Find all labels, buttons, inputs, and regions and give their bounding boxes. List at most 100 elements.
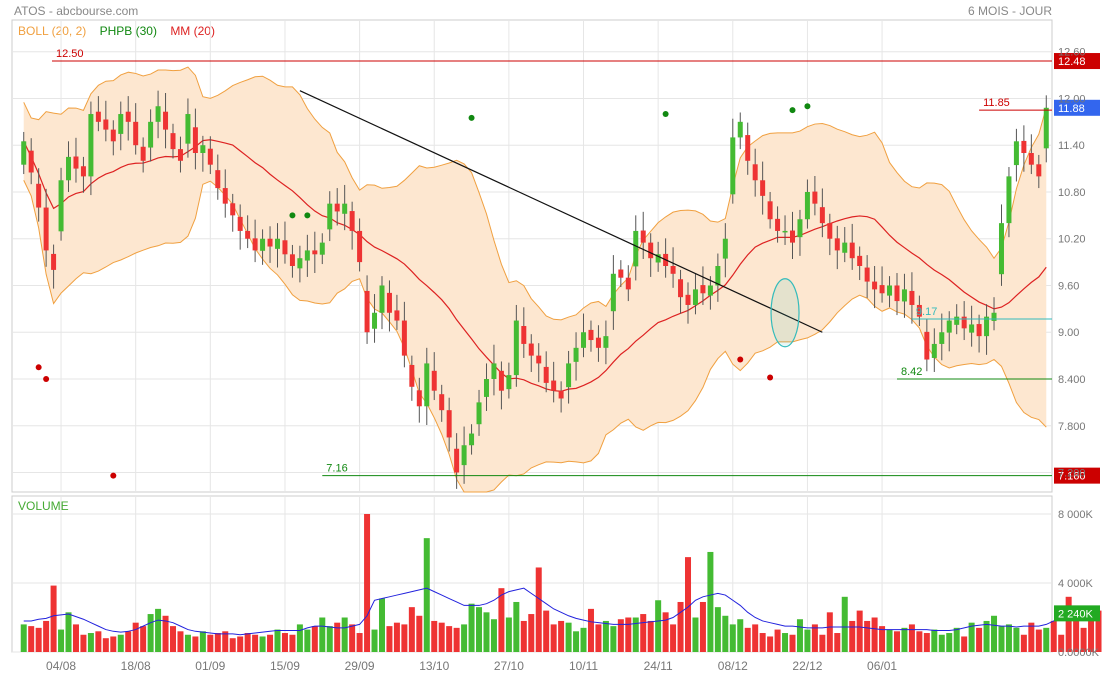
candle[interactable] [461,426,467,484]
candle[interactable] [916,295,922,327]
volume-bar[interactable] [259,636,266,652]
candle[interactable] [767,191,773,229]
volume-bar[interactable] [140,626,147,652]
volume-bar[interactable] [871,617,878,653]
legend-mm[interactable]: MM (20) [170,24,215,38]
candle[interactable] [439,384,445,422]
volume-bar[interactable] [662,612,669,652]
candle[interactable] [192,108,198,170]
candle[interactable] [1036,154,1042,189]
volume-bar[interactable] [35,627,42,652]
volume-bar[interactable] [349,624,356,652]
volume-bar[interactable] [856,610,863,652]
volume-bar[interactable] [296,624,303,652]
volume-bar[interactable] [401,624,408,652]
volume-bar[interactable] [43,620,50,652]
volume-bar[interactable] [580,627,587,652]
volume-bar[interactable] [796,619,803,652]
candle[interactable] [177,136,183,173]
candle[interactable] [73,137,79,183]
candle[interactable] [1021,125,1027,172]
candle[interactable] [200,135,206,172]
candle[interactable] [842,227,848,263]
volume-bar[interactable] [729,624,736,652]
candle[interactable] [707,276,713,310]
candle[interactable] [312,231,318,274]
candle[interactable] [88,101,94,196]
candle[interactable] [864,255,870,298]
candle[interactable] [969,305,975,347]
volume-bar[interactable] [222,631,229,652]
volume-bar[interactable] [558,620,565,652]
volume-bar[interactable] [468,603,475,652]
candle[interactable] [334,188,340,226]
volume-bar[interactable] [289,634,296,652]
volume-bar[interactable] [386,626,393,652]
candle[interactable] [633,215,639,281]
volume-bar[interactable] [125,631,132,652]
volume-bar[interactable] [192,636,199,652]
candle[interactable] [976,314,982,353]
volume-bar[interactable] [505,617,512,653]
candle[interactable] [849,223,855,270]
volume-bar[interactable] [1080,627,1087,652]
volume-bar[interactable] [722,615,729,652]
candle[interactable] [148,109,154,162]
candle[interactable] [506,362,512,399]
volume-bar[interactable] [826,612,833,652]
candle[interactable] [133,103,139,155]
volume-bar[interactable] [147,614,154,652]
candle[interactable] [431,352,437,401]
volume-bar[interactable] [80,634,87,652]
volume-bar[interactable] [737,619,744,652]
volume-bar[interactable] [311,626,318,652]
volume-bar[interactable] [281,633,288,652]
volume-bar[interactable] [1028,622,1035,652]
volume-bar[interactable] [864,620,871,652]
candle[interactable] [304,234,310,277]
candle[interactable] [28,138,34,185]
candle[interactable] [879,266,885,303]
candle[interactable] [595,325,601,362]
volume-bar[interactable] [408,607,415,652]
candle[interactable] [275,223,280,268]
candle[interactable] [678,269,684,314]
volume-bar[interactable] [199,631,206,652]
volume-bar[interactable] [961,636,968,652]
candle[interactable] [80,156,86,193]
candle[interactable] [924,319,930,372]
candle[interactable] [603,320,609,365]
volume-bar[interactable] [416,615,423,652]
volume-bar[interactable] [677,601,684,652]
candle[interactable] [685,282,691,324]
volume-bar[interactable] [938,634,945,652]
candle[interactable] [700,266,706,305]
volume-bar[interactable] [177,631,184,652]
volume-bar[interactable] [983,620,990,652]
volume-bar[interactable] [170,626,177,652]
volume-bar[interactable] [804,629,811,652]
candle[interactable] [245,215,251,249]
candle[interactable] [282,221,288,264]
candle[interactable] [536,343,542,383]
candle[interactable] [804,179,810,229]
candle[interactable] [222,169,228,218]
volume-bar[interactable] [453,627,460,652]
volume-bar[interactable] [1020,634,1027,652]
volume-bar[interactable] [632,617,639,653]
volume-bar[interactable] [1058,634,1065,652]
volume-bar[interactable] [341,617,348,653]
candle[interactable] [573,332,579,381]
volume-bar[interactable] [326,626,333,652]
volume-bar[interactable] [923,633,930,652]
volume-bar[interactable] [1095,610,1102,652]
volume-bar[interactable] [685,557,692,652]
volume-bar[interactable] [893,631,900,652]
volume-bar[interactable] [595,624,602,652]
volume-bar[interactable] [640,614,647,652]
candle[interactable] [66,141,72,192]
candle[interactable] [648,233,654,277]
volume-bar[interactable] [1065,596,1072,652]
volume-bar[interactable] [438,622,445,652]
candle[interactable] [521,307,527,358]
